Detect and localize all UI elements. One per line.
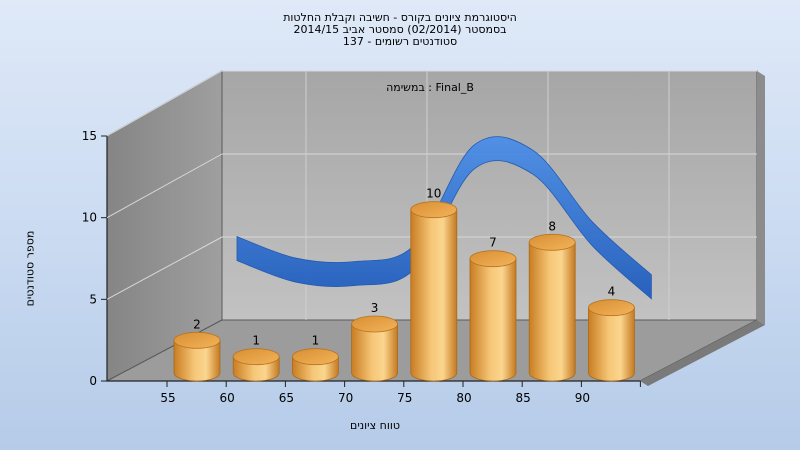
floor-edge <box>640 320 765 386</box>
bar-body <box>588 307 635 382</box>
chart-title-line-2: בסמסטר (02/2014) סמסטר אביב 2014/15 <box>293 23 507 36</box>
bar-top <box>528 233 576 251</box>
bar-85: 8 <box>528 219 576 382</box>
bar-value-label: 10 <box>426 187 441 201</box>
bar-top <box>410 201 458 219</box>
bar-value-label: 7 <box>489 236 497 250</box>
gridline-left-wall <box>106 70 223 137</box>
chart-title-line-1: היסטוגרמת ציונים בקורס - חשיבה וקבלת החל… <box>283 11 517 24</box>
bar-body <box>173 339 221 382</box>
bar-80: 7 <box>469 236 517 382</box>
gridline-left-wall <box>106 236 223 300</box>
x-tick-label: 70 <box>338 391 353 405</box>
bar-body <box>528 241 576 382</box>
x-tick-label: 65 <box>279 391 294 405</box>
bar-90: 4 <box>588 285 635 382</box>
gridline-left-wall <box>106 153 223 219</box>
bar-top <box>173 331 221 349</box>
bar-top <box>351 315 399 333</box>
x-tick-label: 90 <box>575 391 590 405</box>
chart-annotation: במשימה : Final_B <box>386 81 474 94</box>
bar-70: 3 <box>351 301 399 382</box>
bar-value-label: 1 <box>252 334 260 348</box>
bar-value-label: 2 <box>193 317 201 331</box>
y-tick-label: 5 <box>89 292 97 306</box>
bar-top <box>588 299 635 317</box>
x-tick-label: 80 <box>456 391 471 405</box>
x-tick-label: 55 <box>160 391 175 405</box>
bar-body <box>469 258 517 382</box>
x-tick-label: 85 <box>516 391 531 405</box>
bar-value-label: 3 <box>371 301 379 315</box>
bar-65: 1 <box>291 334 339 382</box>
x-tick-label: 60 <box>220 391 235 405</box>
bar-top <box>469 250 517 268</box>
bar-body <box>410 209 458 382</box>
bar-55: 2 <box>173 317 221 382</box>
bar-top <box>291 348 339 366</box>
bar-body <box>351 323 398 382</box>
bar-60: 1 <box>232 334 280 382</box>
x-axis-label: טווח ציונים <box>350 419 400 432</box>
bar-value-label: 8 <box>548 219 556 233</box>
bar-value-label: 4 <box>608 285 616 299</box>
bar-75: 10 <box>410 187 458 382</box>
back-wall-edge <box>757 71 765 325</box>
bar-value-label: 1 <box>312 334 320 348</box>
y-axis-label: מספר סטודנטים <box>23 230 37 307</box>
chart-title-line-3: סטודנטים רשומים - 137 <box>342 35 458 48</box>
x-tick-label: 75 <box>397 391 412 405</box>
y-tick-label: 10 <box>82 211 97 225</box>
y-tick-label: 15 <box>82 129 97 143</box>
y-tick-label: 0 <box>89 374 97 388</box>
bar-top <box>232 348 280 366</box>
